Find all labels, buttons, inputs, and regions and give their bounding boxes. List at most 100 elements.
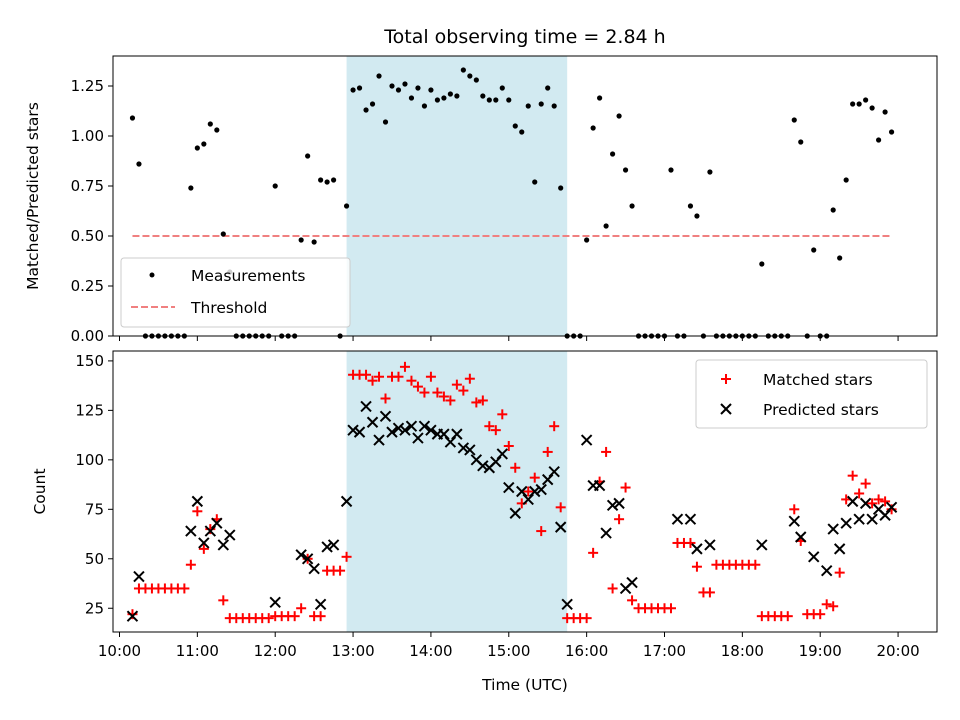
predicted-star-point <box>840 517 852 529</box>
matched-star-point <box>451 379 462 390</box>
measurement-point <box>622 167 629 173</box>
predicted-star-point <box>418 420 431 432</box>
legend-predicted-glyph <box>720 403 732 415</box>
measurement-point <box>888 129 895 135</box>
matched-star-point <box>497 409 508 420</box>
matched-star-point <box>380 393 391 404</box>
ratio-panel-frame <box>112 55 938 337</box>
predicted-star-point <box>211 517 223 529</box>
matched-star-point <box>627 595 638 606</box>
ratio-legend-box <box>120 257 351 328</box>
predicted-star-point <box>613 497 625 510</box>
predicted-star-point <box>542 473 554 486</box>
predicted-star-point <box>879 509 891 521</box>
matched-star-point <box>691 561 702 572</box>
count-panel: 25 50 75 100 125 150 10:00 11:00 12:00 13:00 14:0… <box>31 350 938 694</box>
count-x-tick-label: 13:00 <box>331 642 374 660</box>
measurement-point <box>454 93 460 99</box>
predicted-star-point <box>295 549 307 561</box>
measurement-point <box>493 97 499 103</box>
predicted-star-point <box>600 527 612 539</box>
ratio-y-tick-label: 0.50 <box>71 227 104 245</box>
matched-star-point <box>828 601 839 612</box>
predicted-star-point <box>191 495 204 508</box>
measurement-point <box>363 107 369 113</box>
measurement-point <box>538 101 544 107</box>
count-x-tick-label: 11:00 <box>176 642 219 660</box>
predicted-star-point <box>185 525 197 537</box>
matched-star-point <box>412 381 423 392</box>
predicted-star-point <box>464 444 476 456</box>
predicted-star-point <box>366 416 379 428</box>
predicted-star-point <box>535 483 547 496</box>
count-x-tick-label: 18:00 <box>721 642 764 660</box>
matched-star-point <box>315 611 326 622</box>
measurement-point <box>428 87 434 93</box>
measurement-point <box>551 103 557 109</box>
count-panel-frame <box>112 350 938 633</box>
predicted-star-point <box>412 432 424 444</box>
legend-matched-label: Matched stars <box>763 371 873 389</box>
matched-star-point <box>367 375 378 386</box>
predicted-star-point <box>405 420 418 432</box>
predicted-star-point <box>593 479 606 492</box>
legend-measurements-marker <box>149 272 155 278</box>
matched-star-point <box>529 472 540 483</box>
measurement-point <box>856 101 862 107</box>
measurement-point <box>467 73 473 79</box>
measurement-point <box>305 153 311 159</box>
predicted-star-point <box>885 501 898 514</box>
count-x-tick-label: 19:00 <box>799 642 842 660</box>
measurement-point <box>584 237 590 243</box>
predicted-star-point <box>360 400 372 413</box>
matched-star-point <box>860 478 871 489</box>
measurement-point <box>609 151 616 157</box>
measurement-point <box>369 101 376 107</box>
measurement-point <box>850 101 856 107</box>
matched-star-point <box>867 498 878 509</box>
count-y-tick-label: 50 <box>85 550 104 568</box>
ratio-panel: 0.00 0.25 0.50 0.75 1.00 1.25 Total observing… <box>24 26 938 345</box>
measurement-point <box>629 203 635 209</box>
measurement-point <box>694 213 700 219</box>
predicted-star-point <box>457 442 470 454</box>
count-x-ticks: 10:00 11:00 12:00 13:00 14:00 15:00 16:00 17:00… <box>98 632 920 660</box>
predicted-star-point <box>529 485 541 498</box>
matched-star-point <box>847 470 858 481</box>
matched-star-point <box>464 373 475 384</box>
predicted-star-point <box>756 539 768 551</box>
measurement-point <box>558 185 564 191</box>
predicted-star-point <box>392 422 405 434</box>
matched-star-point <box>536 526 547 537</box>
predicted-star-point <box>684 513 697 525</box>
predicted-star-point <box>827 523 839 535</box>
matched-star-point <box>361 369 372 380</box>
measurement-point <box>811 247 817 253</box>
matched-star-point <box>614 514 625 525</box>
measurement-point <box>356 85 363 91</box>
measurement-point <box>415 85 421 91</box>
measurement-point <box>499 85 505 91</box>
matched-star-point <box>289 611 300 622</box>
ratio-y-tick-label: 0.75 <box>71 177 104 195</box>
legend-matched-marker <box>721 374 731 384</box>
ratio-y-tick-label: 0.25 <box>71 277 104 295</box>
legend-predicted-marker <box>720 403 732 415</box>
measurement-points <box>129 67 895 339</box>
predicted-star-point <box>347 424 359 436</box>
measurement-point <box>272 183 278 189</box>
matched-star-point <box>685 537 696 548</box>
predicted-star-point <box>327 539 340 551</box>
matched-star-point <box>484 421 495 432</box>
ratio-legend: Measurements Threshold <box>120 257 351 328</box>
predicted-star-point <box>198 537 210 549</box>
matched-star-point <box>542 446 553 457</box>
measurement-point <box>395 87 402 93</box>
measurement-point <box>194 145 200 151</box>
matched-star-point <box>873 494 884 505</box>
measurement-point <box>480 93 486 99</box>
measurement-point <box>597 95 603 101</box>
matched-star-point <box>185 559 196 570</box>
count-y-tick-label: 25 <box>85 599 104 617</box>
measurement-point <box>486 97 492 103</box>
